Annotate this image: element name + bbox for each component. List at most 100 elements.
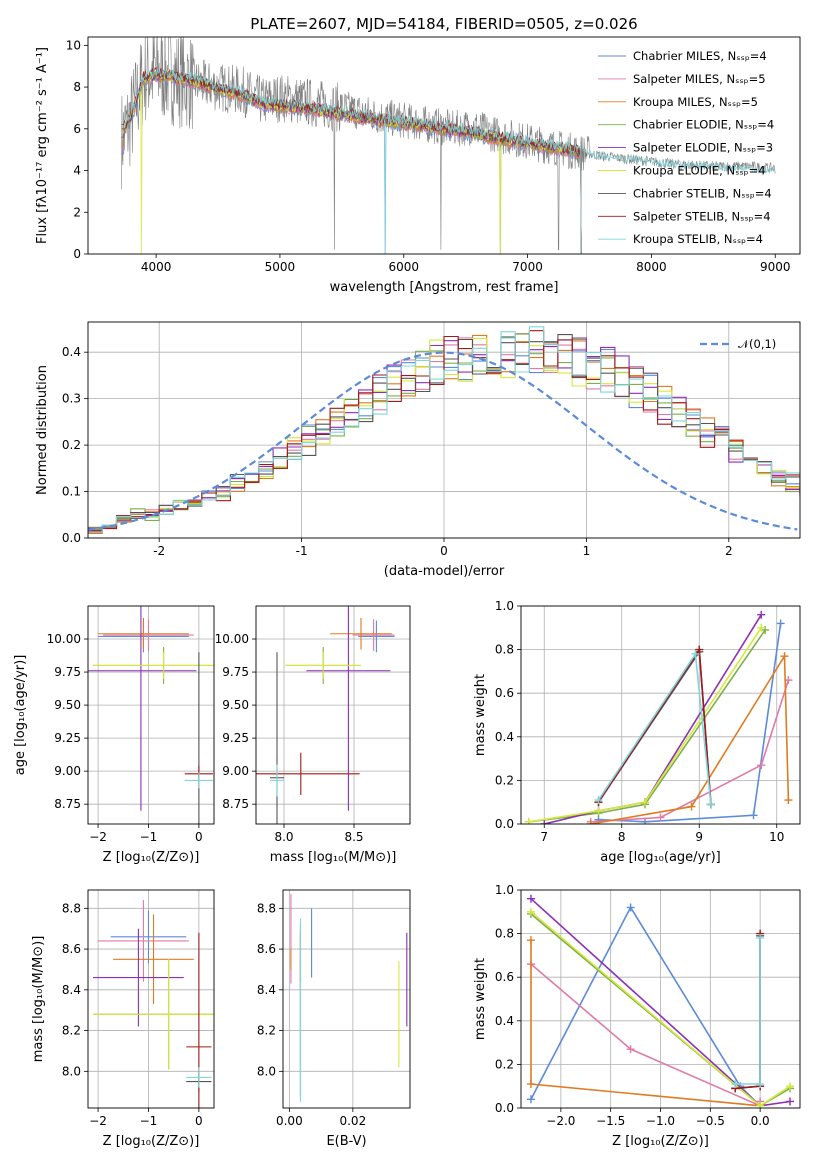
y-tick-label: 8.6 <box>257 942 276 956</box>
y-axis-label: mass weight <box>473 958 488 1040</box>
y-tick-label: 0.4 <box>495 730 514 744</box>
mass-weight-marker <box>594 796 603 805</box>
y-axis-label: age [log₁₀(age/yr)] <box>13 655 28 776</box>
plot-area <box>524 610 793 824</box>
x-tick-label: 1 <box>583 544 591 558</box>
y-axis-label: Normed distribution <box>35 365 50 495</box>
y-tick-label: 0.2 <box>62 438 81 452</box>
y-tick-label: 8.75 <box>54 797 81 811</box>
x-tick-label: −1.0 <box>646 1114 675 1128</box>
y-tick-label: 0.8 <box>495 643 514 657</box>
data-spectrum-line <box>121 37 776 251</box>
legend-label: Salpeter ELODIE, Nₛₛₚ=3 <box>633 141 773 155</box>
legend-label: Chabrier ELODIE, Nₛₛₚ=4 <box>633 118 774 132</box>
y-tick-label: 10.00 <box>47 632 81 646</box>
x-tick-label: -1 <box>296 544 308 558</box>
mass-weight-marker <box>695 645 704 654</box>
axes-frame <box>520 889 801 1109</box>
x-tick-label: −2 <box>89 830 107 844</box>
y-tick-label: 1.0 <box>495 883 514 897</box>
legend-label: Salpeter STELIB, Nₛₛₚ=4 <box>633 209 771 223</box>
y-tick-label: 9.25 <box>222 731 249 745</box>
y-tick-label: 8.4 <box>62 983 81 997</box>
y-tick-label: 4 <box>73 164 81 178</box>
mass-weight-marker <box>786 1097 795 1106</box>
y-tick-label: 0.0 <box>495 1101 514 1115</box>
axes-frame <box>87 321 801 539</box>
x-tick-label: −0.5 <box>696 1114 725 1128</box>
x-tick-label: 5000 <box>265 260 296 274</box>
x-tick-label: 4000 <box>141 260 172 274</box>
x-tick-label: −1 <box>140 1114 158 1128</box>
mass-weight-marker <box>526 1095 535 1104</box>
mass-weight-line-chabrier-miles <box>598 623 782 823</box>
axes-frame <box>87 605 215 825</box>
mass-weight-marker <box>749 811 758 820</box>
mass-weight-marker <box>656 813 665 822</box>
axes-frame <box>282 889 411 1109</box>
x-axis-label: mass [log₁₀(M/M⊙)] <box>270 850 397 865</box>
y-tick-label: 9.75 <box>54 665 81 679</box>
mass-weight-marker <box>526 1080 535 1089</box>
mass-weight-vs-z-panel: −2.0 −1.5 −1.0 −0.5 0.0 0.0 0.2 0.4 0.6 0.8 1.0 Z [… <box>473 883 801 1149</box>
x-tick-label: 0 <box>195 1114 203 1128</box>
y-tick-label: 0.0 <box>62 531 81 545</box>
plot-area <box>88 326 800 534</box>
y-tick-label: 0.4 <box>495 1014 514 1028</box>
legend-label: 𝒩(0,1) <box>738 337 776 351</box>
mass-weight-vs-age-panel: 7 8 9 10 0.0 0.2 0.4 0.6 0.8 1.0 age [log₁₀(age/yr… <box>473 599 801 865</box>
x-tick-label: 0.00 <box>276 1114 303 1128</box>
x-tick-label: 0 <box>440 544 448 558</box>
mass-weight-marker <box>524 817 533 824</box>
model-spectrum-kroupa-stelib <box>121 68 583 254</box>
legend-label: Kroupa ELODIE, Nₛₛₚ=4 <box>633 164 766 178</box>
y-tick-label: 10.00 <box>215 632 249 646</box>
plot-area <box>93 900 214 1108</box>
y-tick-label: 0.6 <box>495 686 514 700</box>
y-tick-label: 9.50 <box>222 698 249 712</box>
y-tick-label: 8.75 <box>222 797 249 811</box>
model-spectrum-red-continuation <box>583 150 775 174</box>
plot-area <box>256 606 395 824</box>
y-tick-label: 8.0 <box>257 1064 276 1078</box>
y-tick-label: 8 <box>73 80 81 94</box>
axes-frame <box>87 36 801 255</box>
mass-weight-line-kroupa-miles <box>590 653 790 824</box>
y-tick-label: 0.2 <box>495 773 514 787</box>
y-tick-label: 0.2 <box>495 1057 514 1071</box>
mass-weight-marker <box>594 806 603 815</box>
plot-area <box>526 894 795 1108</box>
x-axis-label: Z [log₁₀(Z/Z⊙)] <box>103 850 200 865</box>
mass-weight-marker <box>757 761 766 770</box>
mass-weight-marker <box>706 800 715 809</box>
mass-weight-marker <box>731 1080 740 1089</box>
x-tick-label: 8 <box>618 830 626 844</box>
y-tick-label: 8.8 <box>257 901 276 915</box>
x-tick-label: 0.02 <box>339 1114 366 1128</box>
mass-weight-marker <box>756 1080 765 1089</box>
legend-label: Kroupa STELIB, Nₛₛₚ=4 <box>633 232 763 246</box>
y-tick-label: 6 <box>73 122 81 136</box>
x-tick-label: 0 <box>195 830 203 844</box>
mass-weight-marker <box>784 796 793 805</box>
y-tick-label: 8.0 <box>62 1064 81 1078</box>
legend-label: Kroupa MILES, Nₛₛₚ=5 <box>633 95 758 109</box>
x-tick-label: 10 <box>769 830 784 844</box>
mass-weight-marker <box>780 652 789 661</box>
x-axis-label: Z [log₁₀(Z/Z⊙)] <box>103 1134 200 1149</box>
mass-weight-marker <box>687 802 696 811</box>
x-tick-label: 7000 <box>512 260 543 274</box>
age-vs-mass-panel: 8.0 8.5 8.75 9.00 9.25 9.50 9.75 10.00 mass [log… <box>215 605 411 865</box>
spectrum-legend: Chabrier MILES, Nₛₛₚ=4 Salpeter MILES, Nₛ… <box>598 49 774 246</box>
y-axis-label: mass weight <box>473 674 488 756</box>
plot-area <box>290 894 408 1102</box>
x-tick-label: 8.0 <box>274 830 293 844</box>
mass-weight-marker <box>776 619 785 628</box>
y-tick-label: 1.0 <box>495 599 514 613</box>
y-tick-label: 8.2 <box>62 1024 81 1038</box>
plot-area <box>121 37 776 254</box>
x-tick-label: 6000 <box>388 260 419 274</box>
y-tick-label: 0.8 <box>495 927 514 941</box>
mass-weight-marker <box>757 623 766 632</box>
y-tick-label: 8.4 <box>257 983 276 997</box>
